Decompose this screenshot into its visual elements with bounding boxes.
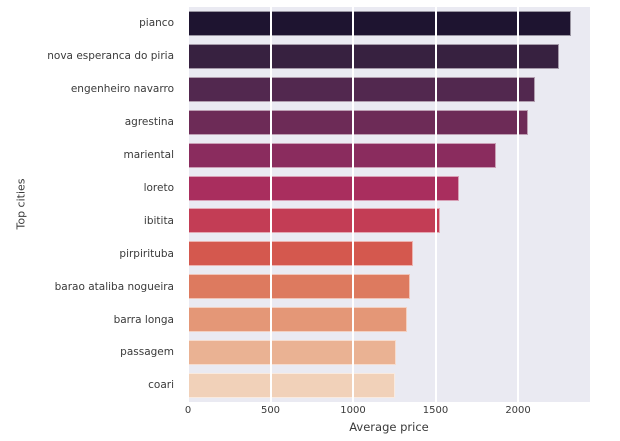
y-tick-label: barra longa [113, 313, 174, 326]
gridline-x-0 [187, 7, 189, 402]
bar-row [188, 7, 590, 40]
bar-agrestina [188, 109, 528, 135]
gridline-x-1500 [434, 7, 437, 402]
bar-ibitita [188, 208, 441, 234]
bar-nova-esperanca-do-piria [188, 43, 560, 69]
gridline-x-500 [269, 7, 272, 402]
bar-coari [188, 373, 396, 399]
bar-row [188, 205, 590, 238]
bar-pianco [188, 10, 571, 36]
y-tick-label: pianco [139, 17, 174, 30]
bar-row [188, 369, 590, 402]
bar-row [188, 270, 590, 303]
y-tick-label: ibitita [143, 214, 174, 227]
x-tick-label: 1500 [422, 405, 449, 416]
bar-row [188, 73, 590, 106]
y-tick-label: passagem [120, 346, 174, 359]
x-tick-label: 1000 [340, 405, 366, 416]
x-tick-label: 0 [184, 405, 192, 416]
gridline-x-1000 [352, 7, 355, 402]
y-tick-labels: pianco nova esperanca do piria engenheiro … [0, 7, 181, 402]
bar-row [188, 40, 590, 73]
bar-row [188, 106, 590, 139]
bar-loreto [188, 175, 459, 201]
y-tick-label: mariental [123, 148, 174, 161]
y-tick-label: engenheiro navarro [70, 83, 174, 96]
bar-mariental [188, 142, 496, 168]
y-tick-label: barao ataliba nogueira [54, 280, 174, 293]
bar-passagem [188, 340, 396, 366]
y-tick-label: loreto [143, 181, 174, 194]
x-axis-label: Average price [349, 420, 429, 434]
bar-row [188, 336, 590, 369]
bar-row [188, 172, 590, 205]
bar-barra-longa [188, 307, 408, 333]
y-tick-label: nova esperanca do piria [47, 50, 174, 63]
y-tick-label: agrestina [124, 115, 174, 128]
y-tick-label: pirpirituba [119, 247, 174, 260]
bar-row [188, 237, 590, 270]
bar-row [188, 303, 590, 336]
bar-pirpirituba [188, 241, 414, 267]
bar-engenheiro-navarro [188, 76, 535, 102]
gridline-x-2000 [517, 7, 520, 402]
x-tick-label: 500 [260, 405, 281, 416]
y-tick-label: coari [148, 379, 174, 392]
bars-layer [188, 7, 590, 402]
plot-area [187, 7, 590, 402]
bar-row [188, 139, 590, 172]
x-tick-label: 2000 [505, 405, 531, 416]
bar-barao-ataliba-nogueira [188, 274, 410, 300]
